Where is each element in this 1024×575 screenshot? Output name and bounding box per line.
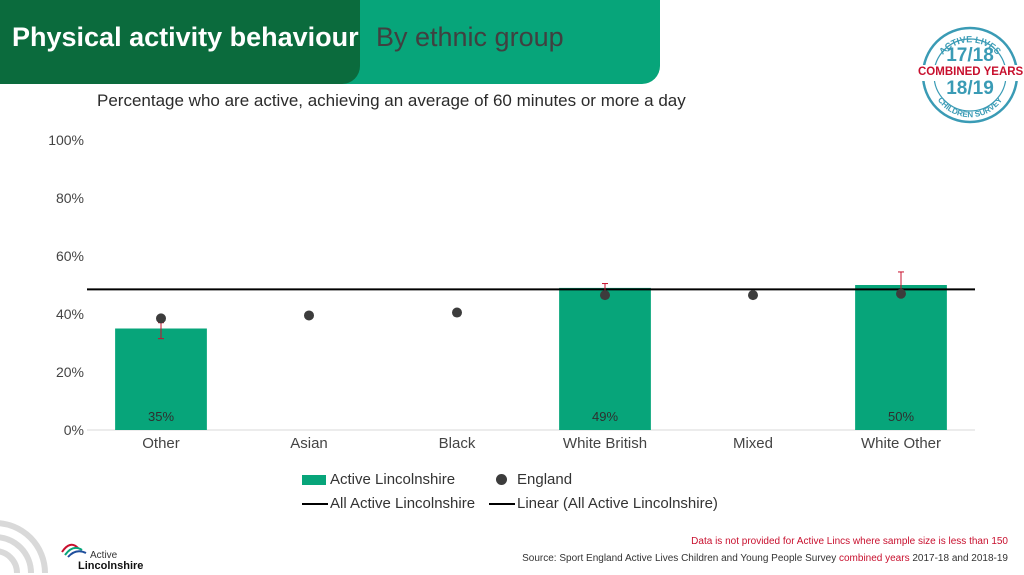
source-suffix: 2017-18 and 2018-19 xyxy=(909,553,1008,564)
england-dot xyxy=(452,307,462,318)
y-tick-label: 60% xyxy=(56,248,84,264)
legend-swatch-bar xyxy=(302,475,326,485)
legend-label-bar: Active Lincolnshire xyxy=(330,471,456,488)
x-tick-label: Mixed xyxy=(733,435,773,452)
england-dot xyxy=(600,290,610,301)
logo-text-active: Active xyxy=(90,550,118,561)
x-tick-label: Asian xyxy=(290,435,328,452)
page-title: Physical activity behaviour xyxy=(12,22,359,52)
y-tick-label: 100% xyxy=(48,132,84,148)
chart-title: Percentage who are active, achieving an … xyxy=(97,91,686,110)
page-subtitle: By ethnic group xyxy=(376,22,564,52)
source-note: Source: Sport England Active Lives Child… xyxy=(522,553,1008,564)
x-tick-label: White Other xyxy=(861,435,941,452)
badge-year-1: 17/18 xyxy=(946,45,994,66)
y-tick-label: 20% xyxy=(56,364,84,380)
data-note: Data is not provided for Active Lincs wh… xyxy=(691,536,1008,547)
bar xyxy=(855,285,947,430)
active-lincolnshire-logo-icon xyxy=(61,543,87,558)
legend-label-england: England xyxy=(517,471,573,488)
legend-line-all xyxy=(302,503,328,505)
y-tick-label: 80% xyxy=(56,190,84,206)
logo-text-lincolnshire: Lincolnshire xyxy=(78,560,144,572)
england-dot xyxy=(304,310,314,321)
combined-years-badge: ACTIVE LIVES CHILDREN SURVEY xyxy=(918,26,1024,124)
legend-dot-england xyxy=(496,474,507,485)
x-tick-label: White British xyxy=(563,435,647,452)
y-tick-label: 0% xyxy=(64,422,84,438)
decorative-arcs xyxy=(0,520,48,574)
source-prefix: Source: Sport England Active Lives Child… xyxy=(522,553,839,564)
x-tick-label: Black xyxy=(439,435,476,452)
header-title-block xyxy=(0,0,360,84)
bar-data-label: 49% xyxy=(592,409,618,424)
badge-combined-years: COMBINED YEARS xyxy=(918,66,1024,78)
england-dot xyxy=(896,288,906,299)
england-dot xyxy=(156,313,166,324)
legend-line-linear xyxy=(489,503,515,505)
legend-label-linear: Linear (All Active Lincolnshire) xyxy=(517,495,718,512)
source-highlight: combined years xyxy=(838,553,910,564)
bar xyxy=(559,287,651,430)
y-tick-label: 40% xyxy=(56,306,84,322)
x-tick-label: Other xyxy=(142,435,180,452)
bar-data-label: 50% xyxy=(888,409,914,424)
legend-label-all: All Active Lincolnshire xyxy=(330,495,476,512)
england-dot xyxy=(748,290,758,301)
bar-data-label: 35% xyxy=(148,409,174,424)
badge-year-2: 18/19 xyxy=(946,78,994,99)
bar xyxy=(115,328,207,430)
